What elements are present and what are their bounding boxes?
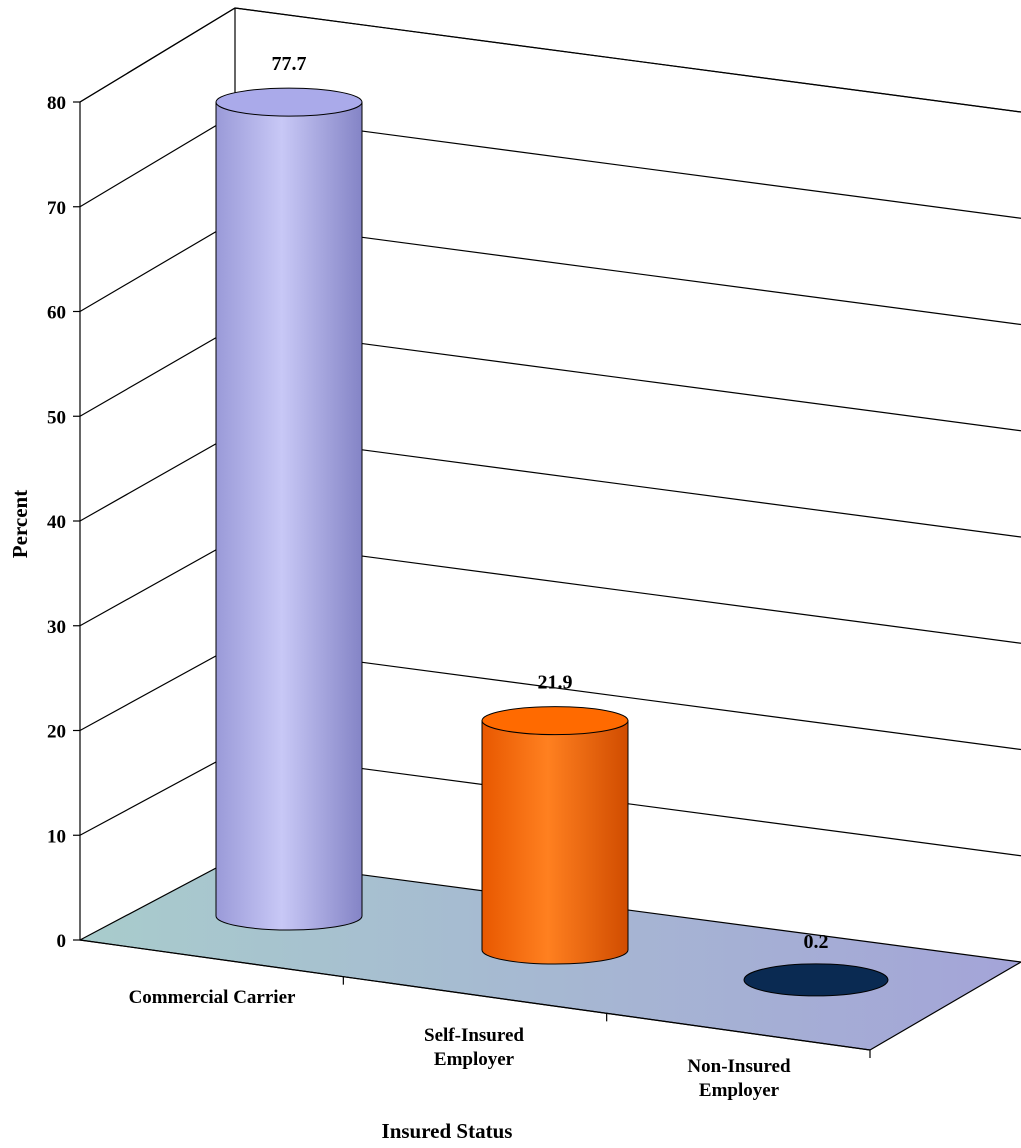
y-tick-label: 50	[47, 407, 66, 428]
data-label: 77.7	[272, 53, 307, 75]
y-tick-label: 10	[47, 826, 66, 847]
y-tick-label: 0	[57, 931, 67, 952]
bar-top	[215, 87, 363, 117]
y-tick-label: 80	[47, 93, 66, 114]
bar-body	[481, 720, 629, 965]
data-label: 0.2	[804, 931, 829, 953]
y-axis-title: Percent	[8, 490, 32, 558]
bar	[743, 963, 889, 997]
bar	[215, 87, 363, 931]
bar	[481, 706, 629, 965]
x-axis-line	[79, 939, 871, 1051]
gridline	[79, 7, 1021, 113]
x-axis-title: Insured Status	[382, 1119, 513, 1143]
x-category-label: Self-Insured Employer	[424, 1025, 524, 1070]
bar-top	[743, 963, 889, 997]
data-label: 21.9	[538, 672, 573, 694]
y-tick-label: 20	[47, 722, 66, 743]
y-tick-label: 40	[47, 512, 66, 533]
x-category-label: Commercial Carrier	[129, 987, 296, 1008]
bar-body	[215, 101, 363, 931]
y-tick-label: 30	[47, 617, 66, 638]
bar-top	[481, 706, 629, 736]
y-tick-label: 70	[47, 198, 66, 219]
y-tick-label: 60	[47, 303, 66, 324]
x-category-label: Non-Insured Employer	[687, 1056, 791, 1101]
